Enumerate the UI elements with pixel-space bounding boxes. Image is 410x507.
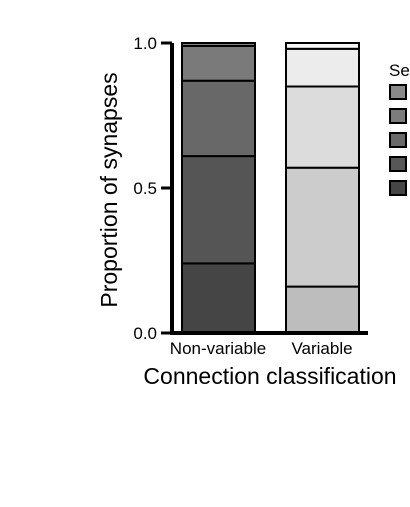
bar-segment-1-1 xyxy=(285,166,360,288)
legend-swatch xyxy=(389,156,407,172)
legend-title: Se xyxy=(389,61,410,80)
x-axis-title: Connection classification xyxy=(143,363,396,389)
bar-segment-1-4 xyxy=(285,42,360,50)
x-category-labels: Non-variable Variable xyxy=(170,339,353,358)
x-category-label: Non-variable xyxy=(170,339,266,358)
legend-swatch xyxy=(389,180,407,196)
bar-segment-1-2 xyxy=(285,85,360,169)
legend-swatch xyxy=(389,108,407,124)
bar-segment-0-2 xyxy=(181,79,256,158)
bar-segment-0-1 xyxy=(181,155,256,265)
y-axis-title: Proportion of synapses xyxy=(96,72,122,307)
y-tick-label: 0.0 xyxy=(133,324,157,343)
y-tick-label: 0.5 xyxy=(133,179,157,198)
legend-swatch xyxy=(389,84,407,100)
y-ticks-group: 0.0 0.5 1.0 xyxy=(133,34,172,343)
y-tick-label: 1.0 xyxy=(133,34,157,53)
bar-segment-1-3 xyxy=(285,47,360,88)
x-category-label: Variable xyxy=(291,339,352,358)
bar-segment-0-0 xyxy=(181,262,256,334)
bars-group xyxy=(181,42,360,335)
bar-segment-0-4 xyxy=(181,42,256,47)
bar-segment-0-3 xyxy=(181,44,256,82)
legend-swatch xyxy=(389,132,407,148)
bar-segment-1-0 xyxy=(285,285,360,335)
legend: Se xyxy=(389,61,410,196)
